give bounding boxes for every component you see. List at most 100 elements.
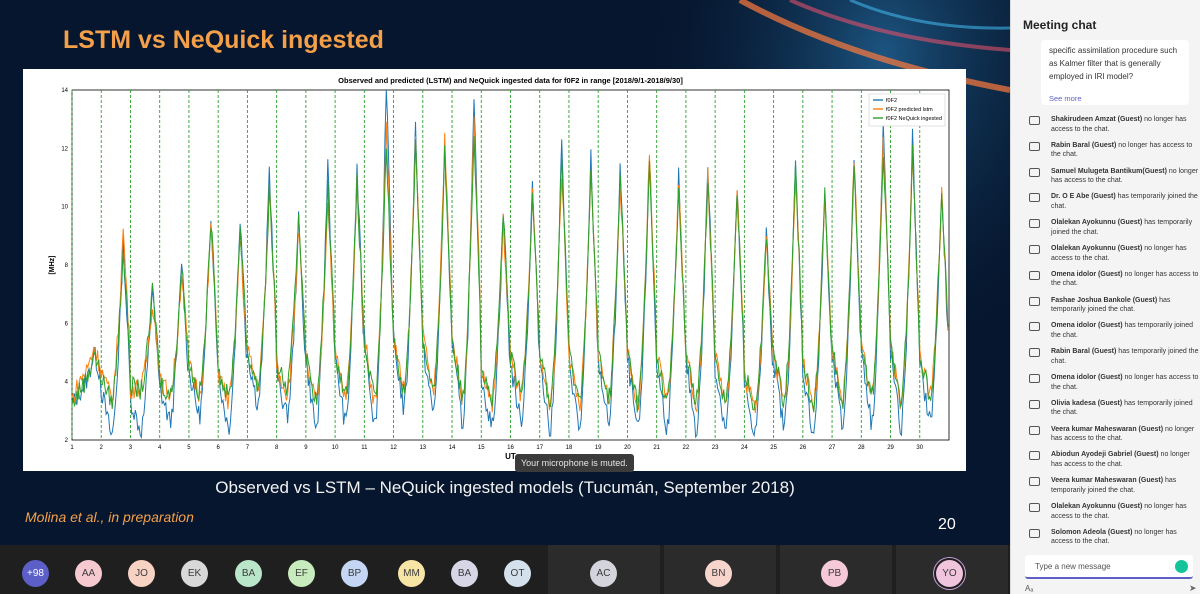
chat-event-icon [1029,374,1040,383]
chat-event-message: no longer has access to the chat. [1051,245,1187,262]
x-tick-label: 9 [304,445,308,451]
chat-event-name: Shakirudeen Amzat (Guest) [1051,116,1143,123]
x-tick-label: 16 [507,445,514,451]
x-tick-label: 13 [419,445,426,451]
y-axis-label: [MHz] [49,255,56,274]
chat-event-text: Omena idolor (Guest) no longer has acces… [1051,270,1199,289]
chat-event-name: Omena idolor (Guest) [1051,322,1123,330]
y-tick-label: 14 [61,88,68,94]
chat-event-text: Omena idolor (Guest) no longer has acces… [1051,373,1199,392]
chat-event: Samuel Mulugeta Bantikum(Guest) no longe… [1029,167,1199,193]
chat-event-message: has temporarily joined the chat. [1051,219,1193,236]
participant-avatar[interactable]: EF [288,560,315,587]
chat-event-name: Olalekan Ayokunnu (Guest) [1051,245,1143,252]
participant-avatar[interactable]: +98 [22,560,49,587]
chat-event: Omena idolor (Guest) no longer has acces… [1029,270,1199,296]
slide-page-number: 20 [938,516,956,533]
series-line-2 [71,136,949,413]
chat-event-name: Rabin Baral (Guest) [1051,141,1117,149]
chat-event-icon [1029,219,1040,229]
chat-event-name: Veera kumar Maheswaran (Guest) [1051,477,1164,485]
participant-avatar[interactable]: BA [235,560,262,587]
chat-event-icon [1029,193,1040,203]
chat-message-input[interactable]: Type a new message [1025,555,1193,579]
chat-event: Omena idolor (Guest) has temporarily joi… [1029,321,1197,347]
legend-label: f0F2 [886,98,897,104]
x-tick-label: 2 [100,445,104,451]
participant-avatar[interactable]: AA [75,560,102,587]
x-tick-label: 3 [129,445,133,451]
x-tick-label: 6 [216,445,220,451]
participant-avatar[interactable]: BP [341,560,368,587]
chat-event-icon [1029,503,1040,512]
chat-event: Solomon Adeola (Guest) no longer has acc… [1029,528,1197,554]
chat-event-message: has temporarily joined the chat. [1051,322,1193,339]
participant-avatar[interactable]: PB [821,560,848,587]
chat-event-icon [1029,167,1040,177]
x-tick-label: 21 [653,445,660,451]
microphone-muted-toast: Your microphone is muted. [515,454,634,472]
chat-event-message: no longer has access to the chat. [1051,374,1199,391]
chat-event: Dr. O E Abe (Guest) has temporarily join… [1029,192,1198,218]
chat-event-icon [1029,348,1040,358]
slide-caption: Observed vs LSTM – NeQuick ingested mode… [215,478,795,497]
participant-avatar[interactable]: AC [590,560,617,587]
participant-avatar[interactable]: MM [398,560,425,587]
x-tick-label: 25 [770,445,777,451]
format-icon[interactable]: Aₐ [1025,584,1034,593]
x-tick-label: 30 [916,445,923,451]
chat-event: Fashae Joshua Bankole (Guest) has tempor… [1029,296,1197,322]
x-tick-label: 7 [246,445,250,451]
chat-event-icon [1029,322,1040,332]
x-tick-label: 20 [624,445,631,451]
chat-event-text: Veera kumar Maheswaran (Guest) no longer… [1051,425,1199,444]
meeting-chat-panel: Meeting chat specific assimilation proce… [1010,0,1200,594]
shared-slide: LSTM vs NeQuick ingested Observed and pr… [0,0,1010,545]
x-tick-label: 18 [566,445,573,451]
chat-event-icon [1029,528,1040,538]
y-tick-label: 4 [65,380,69,386]
legend-label: f0F2 NeQuick ingested [886,116,942,122]
x-tick-label: 23 [712,445,719,451]
chat-event-text: Olalekan Ayokunnu (Guest) has temporaril… [1051,218,1199,237]
chat-event: Abiodun Ayodeji Gabriel (Guest) no longe… [1029,450,1197,476]
participant-avatar[interactable]: BA [451,560,478,587]
chat-event-icon [1029,270,1040,280]
see-more-link[interactable]: See more [1049,94,1082,103]
x-tick-label: 27 [829,445,836,451]
participant-avatar[interactable]: YO [936,560,963,587]
chat-event-icon [1029,477,1040,487]
chat-event-text: Fashae Joshua Bankole (Guest) has tempor… [1051,296,1199,315]
chat-event-message: no longer has access to the chat. [1051,503,1187,520]
chat-event-text: Shakirudeen Amzat (Guest) no longer has … [1051,115,1199,134]
chat-message: specific assimilation procedure such as … [1041,40,1189,105]
participant-avatar[interactable]: BN [705,560,732,587]
chat-event-message: no longer has access to the chat. [1051,425,1195,443]
chat-event: Olalekan Ayokunnu (Guest) has temporaril… [1029,218,1197,244]
x-axis-label: UT [505,452,516,461]
chat-event-icon [1029,451,1040,461]
chat-event: Veera kumar Maheswaran (Guest) has tempo… [1029,476,1197,502]
chat-event: Olalekan Ayokunnu (Guest) no longer has … [1029,502,1197,528]
chat-event-name: Solomon Adeola (Guest) [1051,528,1133,536]
chat-event: Olalekan Ayokunnu (Guest) no longer has … [1029,244,1197,270]
send-icon[interactable]: ➤ [1189,583,1197,593]
x-tick-label: 17 [536,445,543,451]
chat-event-icon [1029,141,1040,151]
chat-event-text: Olivia kadesa (Guest) has temporarily jo… [1051,399,1199,418]
grammarly-icon[interactable] [1175,560,1188,573]
participant-avatar[interactable]: OT [504,560,531,587]
x-tick-label: 24 [741,445,748,451]
chat-event-text: Rabin Baral (Guest) has temporarily join… [1051,347,1199,366]
x-tick-label: 4 [158,445,162,451]
chat-event-message: no longer has access to the chat. [1051,167,1199,185]
chat-event-message: has temporarily joined the chat. [1051,477,1177,494]
slide-title: LSTM vs NeQuick ingested [63,26,384,54]
chart-image: Observed and predicted (LSTM) and NeQuic… [23,69,966,471]
x-tick-label: 12 [390,445,397,451]
chat-event-name: Omena idolor (Guest) [1051,374,1123,381]
participant-avatar[interactable]: EK [181,560,208,587]
slide-credit: Molina et al., in preparation [25,509,194,525]
chat-event-text: Samuel Mulugeta Bantikum(Guest) no longe… [1051,167,1199,186]
participant-avatar[interactable]: JO [128,560,155,587]
